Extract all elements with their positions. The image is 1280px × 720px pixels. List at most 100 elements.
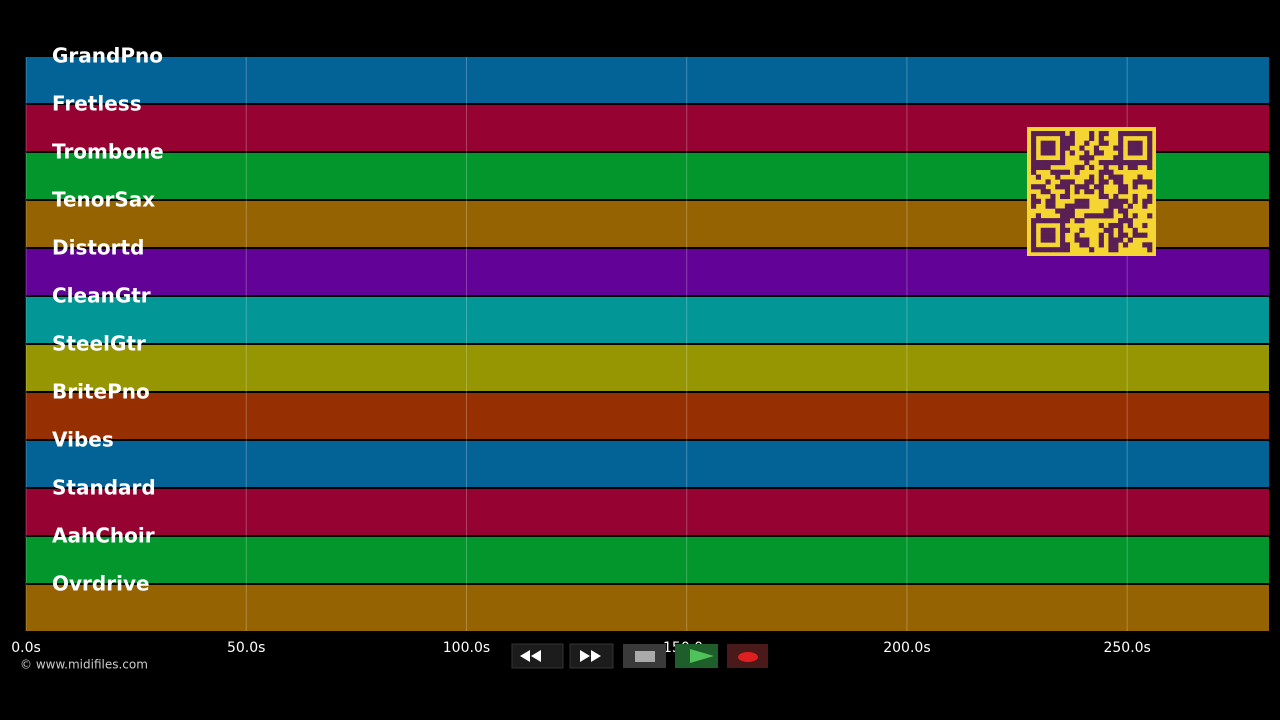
qr-cell <box>1040 184 1046 190</box>
qr-cell <box>1031 131 1037 137</box>
qr-cell <box>1031 164 1037 171</box>
qr-cell <box>1098 179 1104 185</box>
qr-cell <box>1045 131 1051 137</box>
track-label: BritePno <box>52 380 150 404</box>
rewind-button[interactable] <box>511 643 564 669</box>
qr-cell <box>1113 237 1119 243</box>
qr-cell <box>1060 184 1066 190</box>
qr-cell <box>1113 222 1119 229</box>
qr-cell <box>1040 237 1046 243</box>
forward-icon <box>580 650 601 662</box>
qr-cell <box>1147 179 1153 185</box>
play-button[interactable] <box>675 644 718 668</box>
track-band <box>26 441 1269 487</box>
qr-cell <box>1142 232 1148 238</box>
qr-cell <box>1118 184 1124 190</box>
qr-cell <box>1060 208 1066 214</box>
qr-cell <box>1064 184 1071 190</box>
qr-cell <box>1045 164 1051 171</box>
qr-cell <box>1098 189 1104 195</box>
qr-cell <box>1079 198 1085 204</box>
qr-cell <box>1089 174 1095 180</box>
qr-cell <box>1031 155 1037 161</box>
qr-cell <box>1064 213 1071 219</box>
qr-cell <box>1064 179 1071 185</box>
qr-cell <box>1118 232 1124 238</box>
qr-cell <box>1035 218 1041 224</box>
qr-cell <box>1089 164 1095 171</box>
qr-cell <box>1031 247 1037 253</box>
qr-cell <box>1035 213 1041 219</box>
qr-cell <box>1074 237 1080 243</box>
qr-cell <box>1122 189 1129 195</box>
track-label: TenorSax <box>52 188 155 212</box>
qr-cell <box>1055 160 1061 166</box>
track-label: Trombone <box>52 140 164 164</box>
qr-cell <box>1108 247 1114 253</box>
track-label: Distortd <box>52 236 144 260</box>
qr-cell <box>1113 145 1119 151</box>
qr-cell <box>1060 150 1066 156</box>
qr-cell <box>1079 227 1085 233</box>
qr-cell <box>1093 150 1100 156</box>
qr-cell <box>1132 131 1138 137</box>
qr-cell <box>1060 169 1066 175</box>
labels: GrandPno Fretless Trombone TenorSax Distortd… <box>52 44 164 596</box>
qr-cell <box>1084 237 1090 243</box>
track-band <box>26 585 1269 631</box>
qr-cell <box>1069 135 1075 141</box>
track-label: CleanGtr <box>52 284 151 308</box>
qr-cell <box>1084 150 1090 156</box>
qr-cell <box>1137 179 1143 185</box>
qr-cell <box>1118 198 1124 204</box>
qr-cell <box>1098 135 1104 141</box>
track-band <box>26 489 1269 535</box>
record-button[interactable] <box>727 644 768 668</box>
qr-cell <box>1098 131 1104 137</box>
qr-cell <box>1084 242 1090 248</box>
qr-cell <box>1055 131 1061 137</box>
qr-cell <box>1147 155 1153 161</box>
qr-cell <box>1089 179 1095 185</box>
qr-cell <box>1103 179 1109 185</box>
qr-cell <box>1069 150 1075 156</box>
qr-cell <box>1132 232 1138 238</box>
qr-cell <box>1045 198 1051 204</box>
qr-cell <box>1060 237 1066 243</box>
qr-cell <box>1045 203 1051 209</box>
x-tick-label: 0.0s <box>11 640 41 656</box>
qr-cell <box>1132 227 1138 233</box>
qr-cell <box>1118 218 1124 224</box>
record-icon <box>738 652 758 662</box>
qr-cell <box>1040 247 1046 253</box>
qr-cell <box>1093 184 1100 190</box>
qr-cell <box>1055 218 1061 224</box>
stop-icon <box>635 651 655 662</box>
qr-cell <box>1147 247 1153 253</box>
qr-cell <box>1113 155 1119 161</box>
qr-cell <box>1045 140 1051 146</box>
qr-cell <box>1098 237 1104 243</box>
qr-cell <box>1147 242 1153 248</box>
track-label: AahChoir <box>52 524 155 548</box>
qr-cell <box>1127 145 1133 151</box>
qr-cell <box>1040 140 1046 146</box>
forward-button[interactable] <box>569 643 614 669</box>
qr-cell <box>1122 160 1129 166</box>
qr-cell <box>1045 145 1051 151</box>
stop-button[interactable] <box>623 644 666 668</box>
qr-cell <box>1079 164 1085 171</box>
qr-cell <box>1147 160 1153 166</box>
qr-cell <box>1031 140 1037 146</box>
qr-cell <box>1060 227 1066 233</box>
qr-cell <box>1127 140 1133 146</box>
qr-cell <box>1031 218 1037 224</box>
qr-cell <box>1035 184 1041 190</box>
qr-cell <box>1084 140 1090 146</box>
qr-cell <box>1079 218 1085 224</box>
qr-cell <box>1050 131 1056 137</box>
qr-cell <box>1040 145 1046 151</box>
qr-cell <box>1064 145 1071 151</box>
qr-cell <box>1031 160 1037 166</box>
qr-cell <box>1074 169 1080 175</box>
